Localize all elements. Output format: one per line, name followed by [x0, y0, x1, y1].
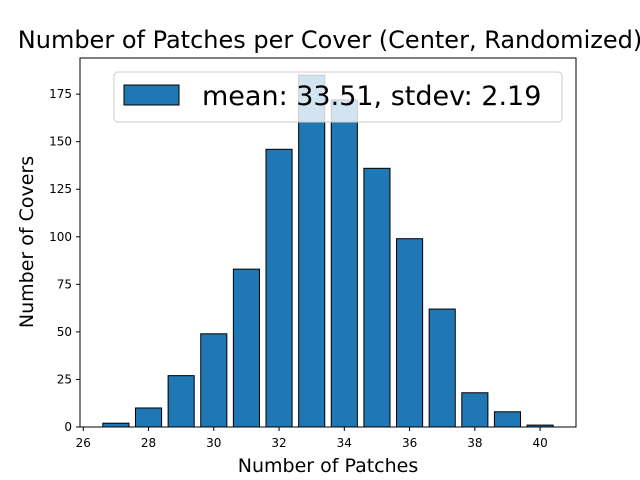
bar-33 — [298, 74, 326, 428]
y-tick-label: 0 — [64, 420, 72, 434]
y-tick-label: 100 — [49, 230, 72, 244]
y-tick-label: 25 — [57, 372, 72, 386]
y-tick-label: 75 — [57, 277, 72, 291]
bar-30 — [200, 333, 228, 428]
y-tick-label: 50 — [57, 325, 72, 339]
bar-39 — [493, 411, 522, 428]
bar-31 — [232, 268, 260, 428]
y-tick-label: 175 — [49, 87, 72, 101]
axes-frame — [79, 57, 577, 428]
legend: mean: 33.51, stdev: 2.19 — [113, 71, 563, 123]
chart-title: Number of Patches per Cover (Center, Ran… — [18, 26, 640, 54]
bar-35 — [363, 167, 391, 428]
legend-box — [113, 71, 563, 123]
x-tick-label: 28 — [141, 436, 156, 450]
bar-37 — [428, 308, 456, 428]
x-tick-label: 26 — [76, 436, 91, 450]
bar-28 — [134, 407, 163, 428]
x-tick-label: 38 — [467, 436, 482, 450]
bar-34 — [330, 99, 358, 428]
bar-32 — [265, 148, 293, 428]
x-axis-ticks: 26 28 30 32 34 36 38 40 — [76, 427, 548, 450]
x-tick-label: 34 — [337, 436, 352, 450]
y-tick-label: 125 — [49, 182, 72, 196]
bar-27 — [102, 422, 130, 428]
y-axis-label: Number of Covers — [16, 156, 38, 328]
y-tick-label: 150 — [49, 135, 72, 149]
x-tick-label: 30 — [206, 436, 221, 450]
legend-label: mean: 33.51, stdev: 2.19 — [202, 81, 541, 112]
bars-group — [102, 74, 554, 428]
x-tick-label: 36 — [402, 436, 417, 450]
y-axis-ticks: 0 25 50 75 100 125 150 175 — [49, 87, 80, 434]
x-axis-label: Number of Patches — [238, 455, 419, 477]
legend-swatch — [123, 84, 180, 106]
x-tick-label: 40 — [532, 436, 547, 450]
bar-36 — [396, 238, 424, 428]
x-tick-label: 32 — [271, 436, 286, 450]
bar-38 — [461, 392, 489, 428]
bar-29 — [167, 375, 195, 428]
